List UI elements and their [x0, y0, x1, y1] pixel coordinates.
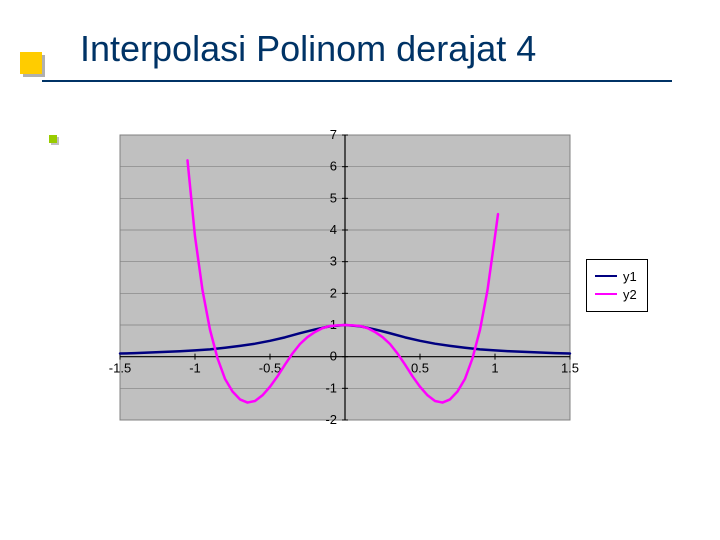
svg-text:6: 6 — [330, 159, 337, 174]
legend-swatch — [595, 293, 617, 295]
svg-text:7: 7 — [330, 127, 337, 142]
legend-entry: y1 — [595, 269, 637, 284]
svg-text:-2: -2 — [325, 412, 337, 427]
slide: Interpolasi Polinom derajat 4 -1.5 -1 -0.5… — [0, 0, 720, 540]
legend-entry: y2 — [595, 287, 637, 302]
chart-container: -1.5-1-0.50.511.5-2-101234567 y1y2 — [80, 120, 650, 450]
legend-swatch — [595, 275, 617, 277]
line-chart: -1.5-1-0.50.511.5-2-101234567 — [80, 125, 580, 445]
content-bullet — [49, 135, 57, 143]
svg-text:-1.5: -1.5 — [109, 361, 131, 376]
title-underline — [42, 80, 672, 82]
svg-text:2: 2 — [330, 285, 337, 300]
svg-text:3: 3 — [330, 254, 337, 269]
slide-title: Interpolasi Polinom derajat 4 — [80, 28, 536, 70]
svg-text:5: 5 — [330, 190, 337, 205]
svg-text:-0.5: -0.5 — [259, 361, 281, 376]
svg-text:0.5: 0.5 — [411, 361, 429, 376]
chart-legend: y1y2 — [586, 259, 648, 312]
svg-text:0: 0 — [330, 349, 337, 364]
svg-text:4: 4 — [330, 222, 337, 237]
svg-text:-1: -1 — [189, 361, 201, 376]
legend-label: y1 — [623, 269, 637, 284]
svg-text:1.5: 1.5 — [561, 361, 579, 376]
title-bullet — [20, 52, 42, 74]
svg-text:-1: -1 — [325, 380, 337, 395]
svg-text:1: 1 — [491, 361, 498, 376]
legend-label: y2 — [623, 287, 637, 302]
